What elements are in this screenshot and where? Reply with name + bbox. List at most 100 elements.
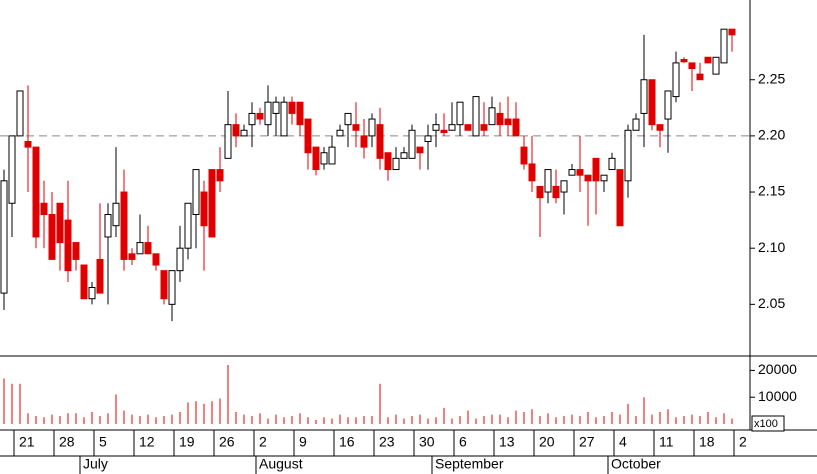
candle-body bbox=[384, 152, 392, 171]
candle-body bbox=[120, 191, 128, 260]
candle-body bbox=[352, 124, 360, 131]
x-tick-label: 23 bbox=[379, 434, 395, 450]
candle-body bbox=[280, 101, 288, 137]
candle-body bbox=[24, 141, 32, 148]
candle-body bbox=[648, 79, 656, 126]
candle-body bbox=[248, 112, 256, 126]
x-tick-label: 27 bbox=[579, 434, 595, 450]
candle-body bbox=[680, 59, 688, 63]
candle-body bbox=[272, 101, 280, 114]
candle-body bbox=[584, 174, 592, 182]
candle-body bbox=[640, 79, 648, 114]
candle-body bbox=[608, 157, 616, 171]
x-tick-label: 2 bbox=[739, 434, 747, 450]
x-tick-label: 30 bbox=[419, 434, 435, 450]
x-tick-label: 20 bbox=[539, 434, 555, 450]
candle-body bbox=[480, 124, 488, 131]
candle-body bbox=[392, 157, 400, 171]
x-tick-label: 2 bbox=[259, 434, 267, 450]
candle-body bbox=[664, 90, 672, 120]
candle-body bbox=[536, 185, 544, 199]
candle-body bbox=[600, 174, 608, 182]
candle-body bbox=[40, 202, 48, 215]
candle-body bbox=[296, 101, 304, 126]
candle-body bbox=[712, 56, 720, 75]
candle-body bbox=[136, 242, 144, 255]
candle-body bbox=[360, 135, 368, 148]
candle-body bbox=[400, 152, 408, 159]
candle-body bbox=[216, 169, 224, 182]
candle-body bbox=[168, 270, 176, 305]
candle-body bbox=[240, 129, 248, 137]
unit-label: x100 bbox=[754, 418, 778, 430]
candle-body bbox=[96, 258, 104, 294]
candle-body bbox=[192, 169, 200, 215]
candle-body bbox=[560, 180, 568, 193]
month-label: August bbox=[259, 456, 303, 472]
y-tick-label: 2.10 bbox=[758, 239, 785, 255]
candle-body bbox=[56, 202, 64, 244]
candle-body bbox=[376, 124, 384, 159]
candle-body bbox=[128, 253, 136, 260]
month-label: July bbox=[83, 456, 108, 472]
x-tick-label: 18 bbox=[699, 434, 715, 450]
month-label: September bbox=[435, 456, 504, 472]
candle-body bbox=[464, 124, 472, 131]
candle-body bbox=[152, 253, 160, 266]
candle-body bbox=[80, 264, 88, 300]
candle-body bbox=[16, 90, 24, 137]
candle-body bbox=[112, 202, 120, 227]
y-tick-label: 2.20 bbox=[758, 127, 785, 143]
candle-body bbox=[552, 185, 560, 199]
candle-body bbox=[520, 146, 528, 165]
candle-body bbox=[72, 242, 80, 260]
candle-body bbox=[448, 124, 456, 131]
candle-body bbox=[544, 169, 552, 193]
candle-body bbox=[504, 118, 512, 126]
candle-body bbox=[160, 270, 168, 300]
candle-body bbox=[424, 135, 432, 143]
candle-body bbox=[456, 101, 464, 126]
candle-body bbox=[184, 202, 192, 249]
candle-body bbox=[672, 62, 680, 98]
candle-body bbox=[200, 191, 208, 227]
candle-body bbox=[48, 213, 56, 260]
candle-body bbox=[312, 146, 320, 171]
candle-body bbox=[624, 129, 632, 182]
candle-body bbox=[472, 96, 480, 137]
candle-body bbox=[512, 118, 520, 137]
candle-body bbox=[688, 62, 696, 70]
candle-body bbox=[256, 112, 264, 120]
candle-body bbox=[320, 152, 328, 165]
candle-body bbox=[704, 56, 712, 64]
candle-body bbox=[224, 124, 232, 159]
candle-body bbox=[632, 118, 640, 131]
candle-body bbox=[416, 146, 424, 154]
candle-body bbox=[144, 242, 152, 255]
x-tick-label: 6 bbox=[459, 434, 467, 450]
x-tick-label: 28 bbox=[59, 434, 75, 450]
x-tick-label: 19 bbox=[179, 434, 195, 450]
candle-body bbox=[8, 135, 16, 204]
candle-body bbox=[88, 286, 96, 300]
x-tick-label: 26 bbox=[219, 434, 235, 450]
candle-body bbox=[32, 146, 40, 238]
x-tick-label: 13 bbox=[499, 434, 515, 450]
candle-body bbox=[64, 219, 72, 272]
x-tick-label: 4 bbox=[619, 434, 627, 450]
candle-body bbox=[728, 28, 736, 36]
candle-body bbox=[440, 129, 448, 134]
x-tick-label: 21 bbox=[19, 434, 35, 450]
candle-body bbox=[576, 169, 584, 176]
candle-body bbox=[208, 169, 216, 238]
candle-body bbox=[656, 124, 664, 131]
candle-body bbox=[328, 146, 336, 165]
candle-body bbox=[432, 124, 440, 131]
x-tick-label: 9 bbox=[299, 434, 307, 450]
candle-body bbox=[616, 169, 624, 227]
y-tick-label: 20000 bbox=[758, 361, 797, 377]
candle-body bbox=[104, 213, 112, 238]
y-tick-label: 2.25 bbox=[758, 70, 785, 86]
